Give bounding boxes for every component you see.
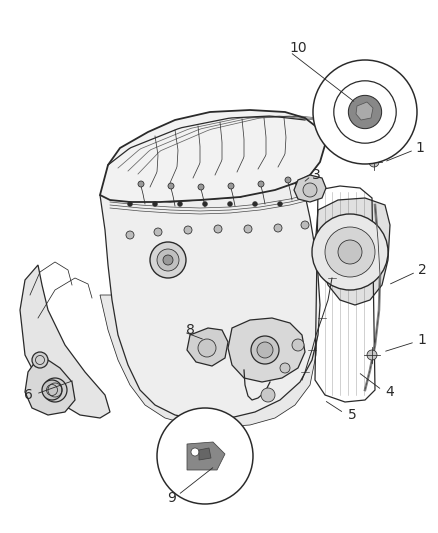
Circle shape [301, 221, 309, 229]
Circle shape [251, 336, 279, 364]
Circle shape [152, 201, 158, 206]
Circle shape [285, 177, 291, 183]
Circle shape [163, 255, 173, 265]
Circle shape [32, 352, 48, 368]
Circle shape [303, 183, 317, 197]
Circle shape [252, 201, 258, 206]
Circle shape [150, 242, 186, 278]
Circle shape [157, 249, 179, 271]
Circle shape [168, 183, 174, 189]
Circle shape [43, 378, 67, 402]
Polygon shape [100, 295, 318, 427]
Circle shape [274, 224, 282, 232]
Circle shape [177, 201, 183, 206]
Circle shape [228, 183, 234, 189]
Polygon shape [316, 198, 390, 305]
Circle shape [325, 227, 375, 277]
Text: 1: 1 [416, 141, 424, 155]
Polygon shape [100, 183, 320, 420]
Circle shape [334, 81, 396, 143]
Text: 6: 6 [24, 388, 32, 402]
Circle shape [227, 201, 233, 206]
Circle shape [126, 231, 134, 239]
Text: 2: 2 [417, 263, 426, 277]
Circle shape [214, 225, 222, 233]
Polygon shape [294, 175, 326, 202]
Polygon shape [199, 448, 211, 460]
Circle shape [154, 228, 162, 236]
Text: 4: 4 [385, 385, 394, 399]
Polygon shape [187, 328, 228, 366]
Circle shape [348, 95, 381, 128]
Polygon shape [187, 442, 225, 470]
Circle shape [184, 226, 192, 234]
Circle shape [312, 214, 388, 290]
Circle shape [198, 184, 204, 190]
Circle shape [261, 388, 275, 402]
Circle shape [369, 157, 379, 167]
Circle shape [258, 181, 264, 187]
Circle shape [313, 60, 417, 164]
Polygon shape [20, 265, 110, 418]
Text: 8: 8 [186, 323, 194, 337]
Circle shape [292, 339, 304, 351]
Polygon shape [25, 358, 75, 415]
Circle shape [278, 201, 283, 206]
Polygon shape [100, 110, 325, 202]
Text: 9: 9 [168, 491, 177, 505]
Circle shape [280, 363, 290, 373]
Polygon shape [228, 318, 305, 382]
Polygon shape [356, 102, 373, 120]
Circle shape [338, 240, 362, 264]
Circle shape [198, 339, 216, 357]
Text: 3: 3 [311, 168, 320, 182]
Text: 5: 5 [348, 408, 357, 422]
Circle shape [244, 225, 252, 233]
Circle shape [127, 201, 133, 206]
Circle shape [367, 350, 377, 360]
Circle shape [191, 448, 199, 456]
Circle shape [42, 380, 62, 400]
Circle shape [138, 181, 144, 187]
Circle shape [202, 201, 208, 206]
Text: 10: 10 [289, 41, 307, 55]
Circle shape [257, 342, 273, 358]
Text: 1: 1 [417, 333, 427, 347]
Circle shape [157, 408, 253, 504]
